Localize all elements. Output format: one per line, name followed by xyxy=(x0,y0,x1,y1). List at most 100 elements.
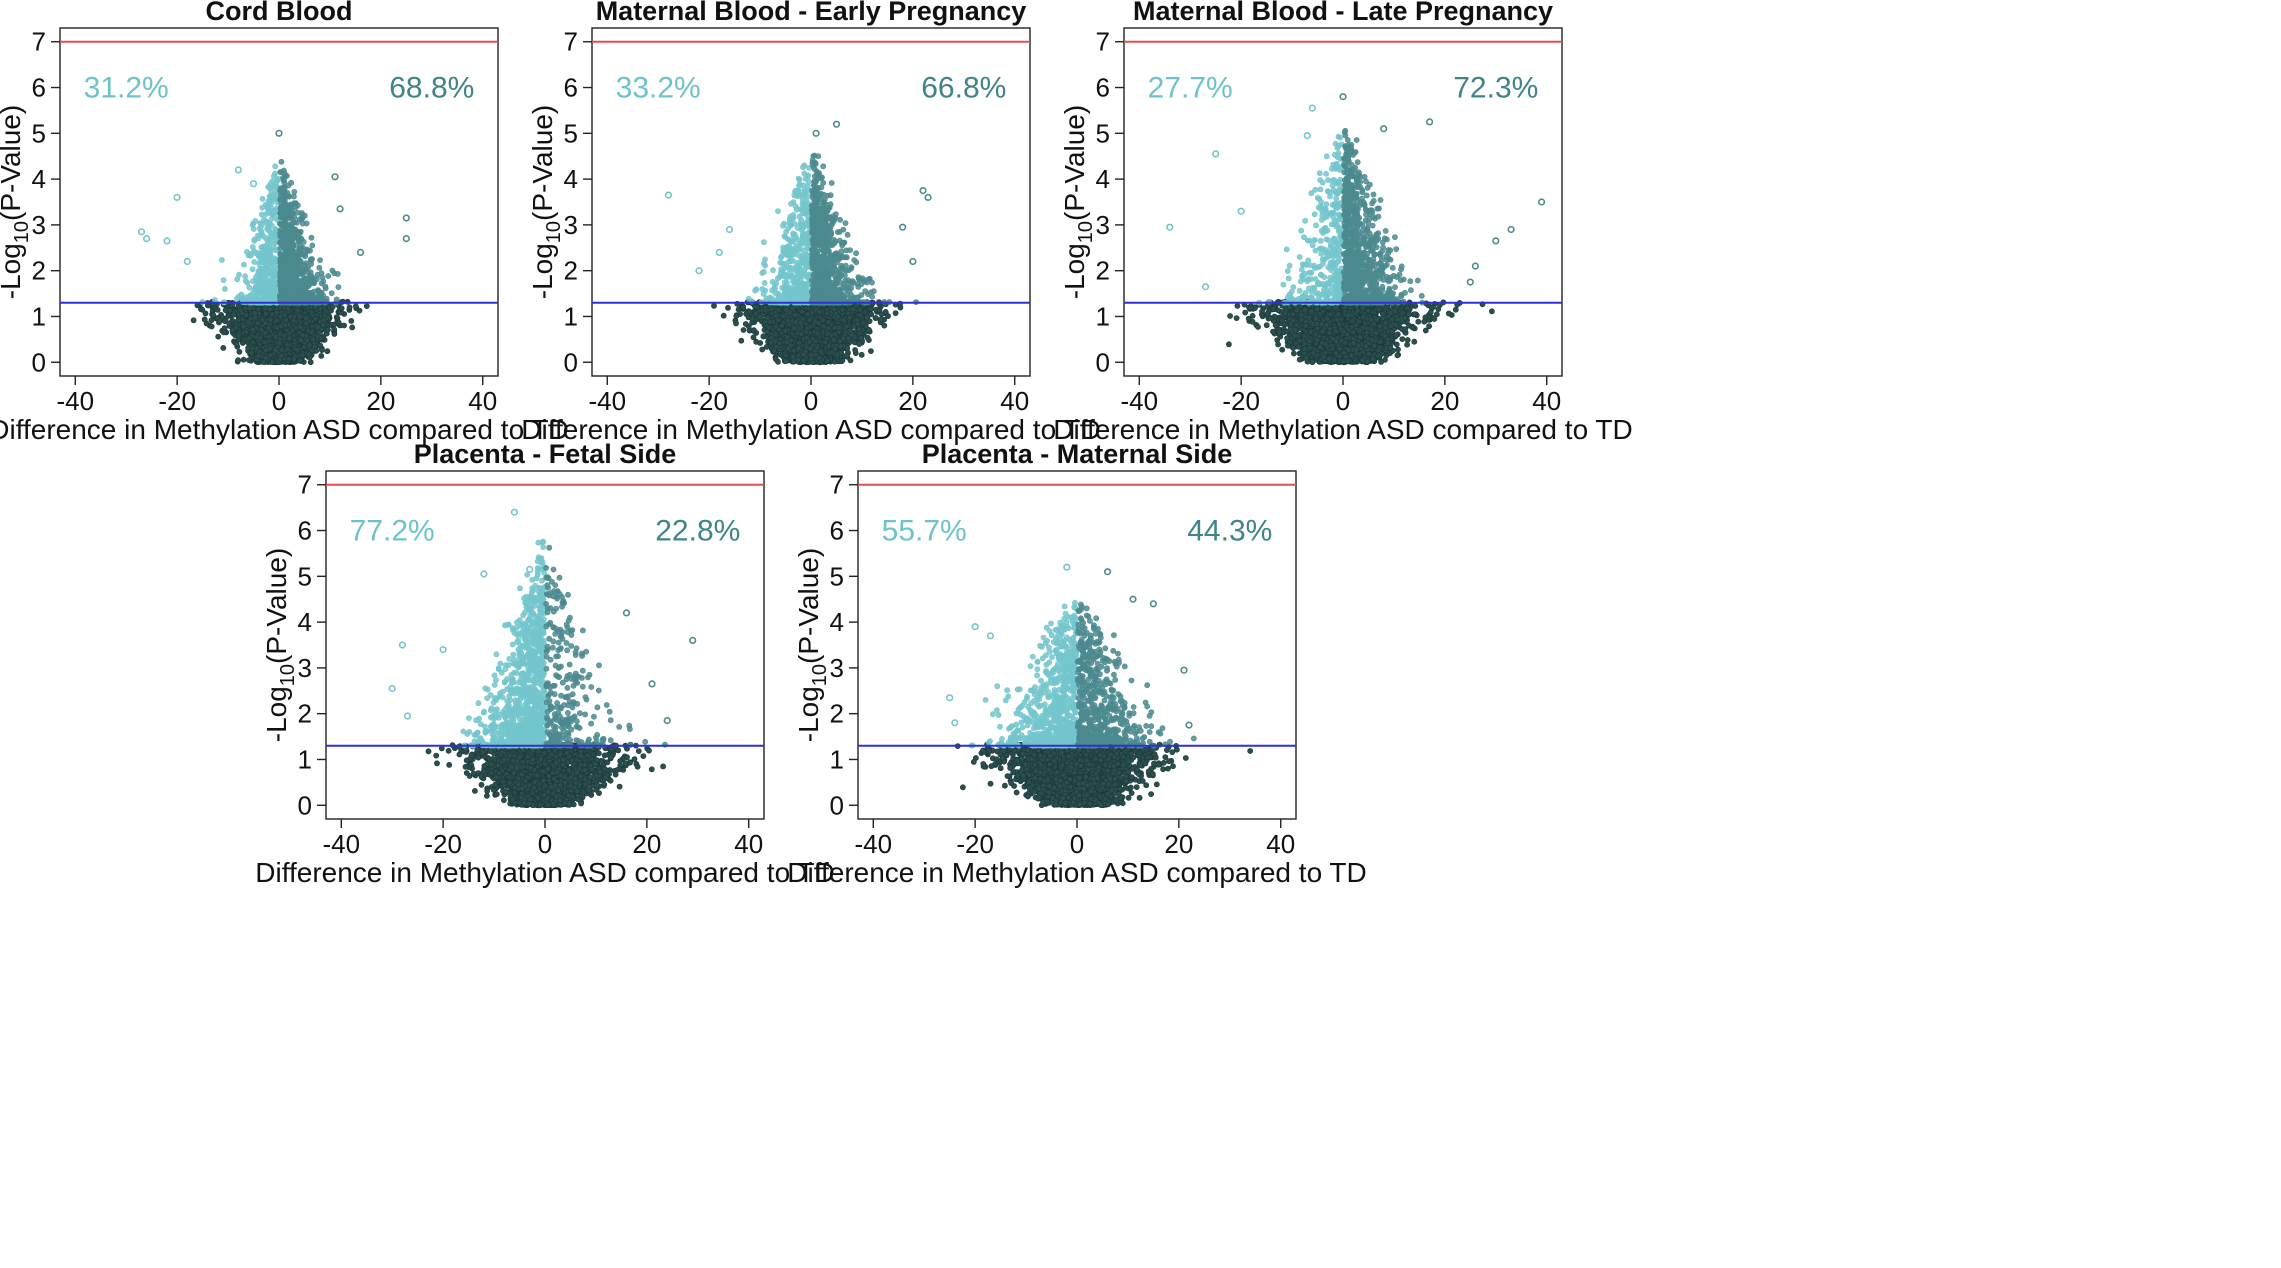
y-tick-label: 3 xyxy=(32,210,46,240)
x-tick-label: 0 xyxy=(272,386,286,416)
y-axis-label-subscript: 10 xyxy=(11,221,33,243)
sig-left-point xyxy=(256,261,263,267)
sig-left-point xyxy=(263,218,269,225)
nonsig-point xyxy=(214,306,221,313)
sig-left-point xyxy=(252,284,259,291)
nonsig-point xyxy=(233,341,240,347)
y-tick-label: 5 xyxy=(32,118,46,148)
sig-left-point xyxy=(272,170,278,177)
nonsig-point xyxy=(294,307,301,314)
nonsig-point xyxy=(235,332,242,339)
nonsig-point xyxy=(276,340,283,347)
nonsig-point xyxy=(230,311,237,318)
sig-left-point xyxy=(259,204,266,211)
outlier-point xyxy=(137,228,146,236)
nonsig-point xyxy=(199,306,206,313)
nonsig-point xyxy=(299,352,306,358)
sig-left-point xyxy=(271,246,278,253)
nonsig-point xyxy=(720,312,727,319)
nonsig-point xyxy=(711,302,717,309)
outlier-point xyxy=(163,237,171,245)
y-axis-label-suffix: (P-Value) xyxy=(0,105,26,221)
sig-right-point xyxy=(293,219,300,226)
nonsig-point xyxy=(245,319,252,326)
nonsig-point xyxy=(262,310,269,317)
nonsig-point xyxy=(216,318,223,324)
sig-right-point xyxy=(288,211,295,218)
sig-right-point xyxy=(314,271,321,278)
nonsig-point xyxy=(315,329,322,336)
sig-right-point xyxy=(283,202,290,209)
sig-right-point xyxy=(319,274,326,281)
sig-right-point xyxy=(280,174,286,181)
nonsig-point xyxy=(278,352,284,359)
nonsig-point xyxy=(294,346,300,353)
nonsig-point xyxy=(202,310,209,317)
nonsig-point xyxy=(312,315,319,322)
outlier-point xyxy=(143,235,151,243)
nonsig-points xyxy=(190,298,370,366)
nonsig-point xyxy=(190,317,197,324)
sig-left-point xyxy=(218,257,225,263)
sig-left-point xyxy=(258,228,264,234)
sig-right-point xyxy=(294,271,301,277)
y-tick-label: 7 xyxy=(32,27,46,57)
sig-left-point xyxy=(220,277,227,283)
nonsig-point xyxy=(318,352,325,359)
nonsig-point xyxy=(278,323,284,330)
sig-right-point xyxy=(282,234,289,241)
nonsig-point xyxy=(285,305,291,312)
sig-right-point xyxy=(289,249,296,256)
nonsig-point xyxy=(261,339,268,346)
outlier-point xyxy=(173,193,181,201)
sig-left-point xyxy=(246,284,253,291)
sig-left-point xyxy=(245,252,252,259)
sig-left-point xyxy=(265,198,272,204)
nonsig-point xyxy=(246,335,252,341)
sig-right-point xyxy=(290,242,297,248)
nonsig-point xyxy=(297,357,304,364)
nonsig-point xyxy=(307,359,314,366)
nonsig-point xyxy=(255,353,262,360)
outlier-point xyxy=(336,205,344,213)
nonsig-point xyxy=(287,313,294,320)
nonsig-point xyxy=(248,350,255,356)
sig-right-point xyxy=(308,278,314,285)
sig-right-point xyxy=(308,234,315,241)
sig-right-point xyxy=(280,274,287,281)
outlier-point xyxy=(356,248,365,256)
nonsig-point xyxy=(346,304,353,311)
sig-left-point xyxy=(272,163,279,170)
sig-right-point xyxy=(288,179,295,186)
x-tick-label: -40 xyxy=(56,386,94,416)
sig-left-point xyxy=(260,252,266,259)
sig-left-point xyxy=(258,266,265,273)
sig-right-point xyxy=(328,290,335,297)
nonsig-point xyxy=(348,317,355,324)
sig-right-point xyxy=(302,250,309,257)
sig-left-point xyxy=(259,195,266,202)
sig-left-point xyxy=(264,205,271,211)
y-tick-label: 4 xyxy=(32,164,46,194)
nonsig-point xyxy=(266,306,273,313)
nonsig-point xyxy=(318,347,325,353)
nonsig-point xyxy=(253,345,260,352)
sig-left-point xyxy=(235,293,242,300)
nonsig-point xyxy=(310,336,317,343)
percent-left-label: 31.2% xyxy=(84,72,169,105)
sig-left-point xyxy=(267,278,274,285)
sig-left-point xyxy=(269,211,276,217)
nonsig-point xyxy=(301,344,307,351)
sig-right-point xyxy=(335,284,342,290)
sig-right-point xyxy=(284,242,291,249)
sig-right-point xyxy=(309,242,316,249)
sig-right-point xyxy=(316,290,322,297)
y-tick-label: 0 xyxy=(32,347,46,377)
sig-right-point xyxy=(278,279,285,286)
nonsig-point xyxy=(220,329,227,336)
nonsig-point xyxy=(285,355,292,362)
sig-right-point xyxy=(334,270,341,277)
nonsig-point xyxy=(317,305,324,312)
sig-left-point xyxy=(264,270,270,277)
